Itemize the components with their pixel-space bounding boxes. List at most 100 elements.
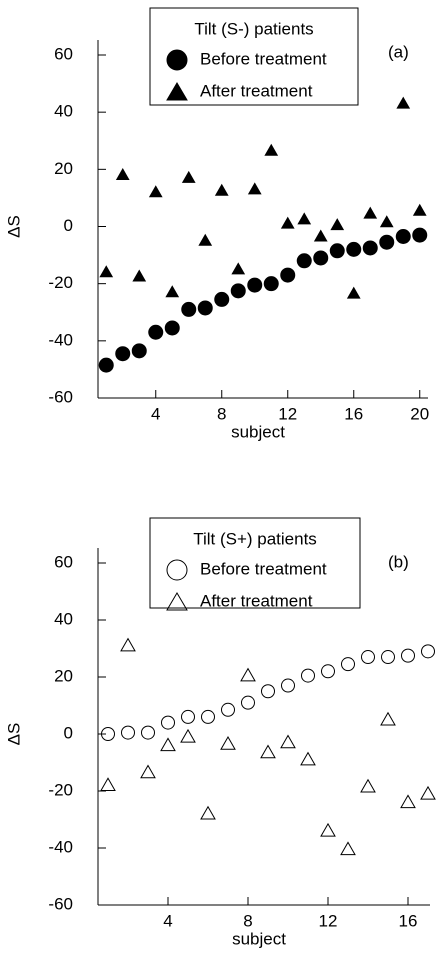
point [230, 283, 246, 299]
x-axis-title: subject [232, 929, 286, 948]
y-tick-label: 60 [54, 44, 73, 63]
y-tick-label: 40 [54, 102, 73, 121]
point [231, 262, 246, 275]
point [401, 648, 415, 663]
legend-title: Tilt (S+) patients [193, 529, 317, 548]
point [396, 96, 411, 109]
point [380, 711, 396, 726]
point [313, 229, 328, 242]
point [161, 715, 175, 730]
point [381, 650, 395, 665]
point [280, 734, 296, 749]
point [214, 183, 229, 196]
point [241, 695, 255, 710]
y-tick-label: 0 [64, 216, 73, 235]
panel-label: (a) [388, 42, 409, 61]
y-axis-title: ΔS [4, 215, 23, 238]
legend-marker [166, 559, 188, 581]
point [320, 822, 336, 837]
x-tick-label: 12 [278, 404, 297, 423]
y-tick-label: 40 [54, 609, 73, 628]
point [99, 265, 114, 278]
point [220, 735, 236, 750]
y-tick-label: -20 [48, 273, 73, 292]
point [321, 664, 335, 679]
x-tick-label: 16 [399, 911, 418, 930]
point [340, 841, 356, 856]
legend-marker [166, 592, 188, 611]
point [140, 764, 156, 779]
y-tick-label: -40 [48, 330, 73, 349]
point [395, 229, 411, 245]
y-tick-label: -20 [48, 780, 73, 799]
point [221, 702, 235, 717]
point [181, 709, 195, 724]
x-axis-title: subject [231, 422, 285, 441]
point [263, 276, 279, 292]
y-axis-title: ΔS [4, 723, 23, 746]
point [98, 357, 114, 373]
point [297, 212, 312, 225]
point [201, 709, 215, 724]
panel-label: (b) [388, 552, 409, 571]
y-tick-label: -60 [48, 894, 73, 913]
point [362, 240, 378, 256]
point [420, 785, 436, 800]
y-tick-label: 20 [54, 159, 73, 178]
x-tick-label: 16 [344, 404, 363, 423]
point [115, 346, 131, 362]
point [148, 324, 164, 340]
point [160, 737, 176, 752]
y-tick-label: 20 [54, 666, 73, 685]
point [240, 667, 256, 682]
point [341, 657, 355, 672]
point [141, 725, 155, 740]
x-tick-label: 8 [243, 911, 252, 930]
point [280, 216, 295, 229]
point [260, 744, 276, 759]
point [247, 277, 263, 293]
point [379, 234, 395, 250]
point [363, 206, 378, 219]
point [100, 777, 116, 792]
point [412, 227, 428, 243]
x-tick-label: 20 [410, 404, 429, 423]
point [115, 168, 130, 181]
point [181, 301, 197, 317]
point [301, 668, 315, 683]
point [198, 233, 213, 246]
point [264, 143, 279, 156]
y-tick-label: 60 [54, 552, 73, 571]
point [361, 650, 375, 665]
legend-label: Before treatment [200, 559, 327, 578]
point [296, 253, 312, 269]
x-tick-label: 4 [163, 911, 172, 930]
point [330, 218, 345, 231]
y-tick-label: 0 [64, 723, 73, 742]
point [313, 250, 329, 266]
point [280, 267, 296, 283]
point [379, 215, 394, 228]
legend-label: After treatment [200, 81, 313, 100]
point [131, 343, 147, 359]
y-tick-label: -60 [48, 387, 73, 406]
legend-box [149, 517, 361, 609]
legend-label: After treatment [200, 591, 313, 610]
point [200, 805, 216, 820]
x-tick-label: 8 [217, 404, 226, 423]
point [329, 243, 345, 259]
point [214, 291, 230, 307]
point [346, 286, 361, 299]
point [300, 751, 316, 766]
point [101, 727, 115, 741]
x-tick-label: 4 [151, 404, 160, 423]
point [165, 285, 180, 298]
point [346, 241, 362, 257]
point [121, 725, 135, 740]
point [148, 185, 163, 198]
legend-marker [166, 82, 188, 101]
point [247, 182, 262, 195]
point [180, 728, 196, 743]
point [181, 170, 196, 183]
